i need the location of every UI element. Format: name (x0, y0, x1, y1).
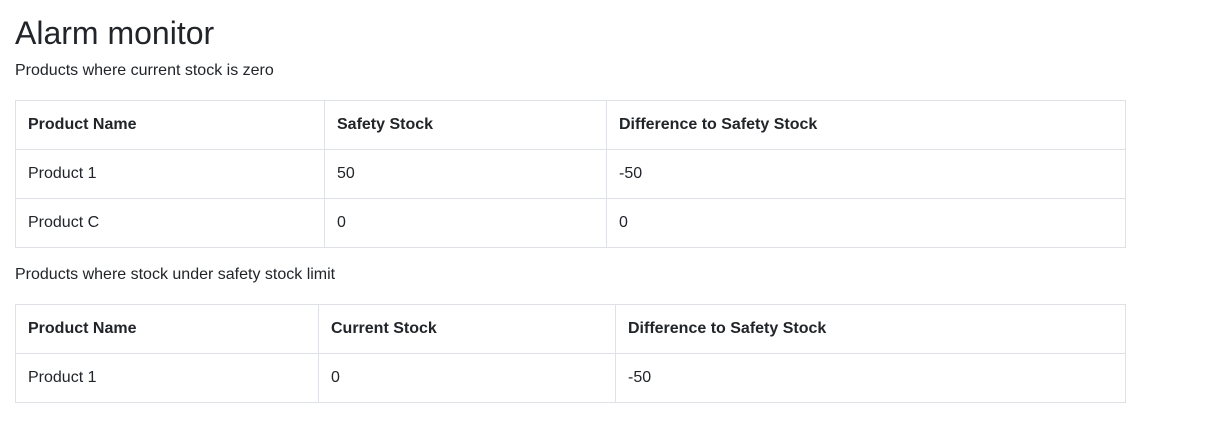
under-safety-caption: Products where stock under safety stock … (15, 266, 336, 283)
under-safety-table: Product Name Current Stock Difference to… (15, 304, 1126, 403)
column-header-current-stock: Current Stock (318, 304, 616, 354)
cell-safety-stock: 0 (324, 198, 607, 248)
column-header-difference: Difference to Safety Stock (606, 100, 1126, 150)
table-row: Product 1 0 -50 (15, 353, 1126, 403)
table-row: Product C 0 0 (15, 198, 1126, 248)
cell-difference: -50 (615, 353, 1126, 403)
cell-product-name: Product C (15, 198, 325, 248)
table-row: Product 1 50 -50 (15, 149, 1126, 199)
cell-product-name: Product 1 (15, 149, 325, 199)
column-header-product-name: Product Name (15, 304, 319, 354)
column-header-product-name: Product Name (15, 100, 325, 150)
cell-difference: -50 (606, 149, 1126, 199)
table-header-row: Product Name Current Stock Difference to… (15, 304, 1126, 354)
cell-difference: 0 (606, 198, 1126, 248)
column-header-safety-stock: Safety Stock (324, 100, 607, 150)
column-header-difference: Difference to Safety Stock (615, 304, 1126, 354)
table-header-row: Product Name Safety Stock Difference to … (15, 100, 1126, 150)
cell-safety-stock: 50 (324, 149, 607, 199)
zero-stock-caption: Products where current stock is zero (15, 62, 274, 79)
zero-stock-table: Product Name Safety Stock Difference to … (15, 100, 1126, 248)
page-title: Alarm monitor (15, 15, 215, 51)
cell-product-name: Product 1 (15, 353, 319, 403)
page-container: Alarm monitor Products where current sto… (15, 15, 1126, 403)
cell-current-stock: 0 (318, 353, 616, 403)
